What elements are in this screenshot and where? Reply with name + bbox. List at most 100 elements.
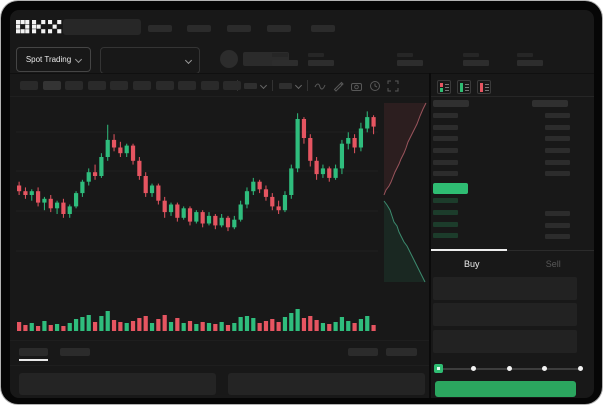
fullscreen-icon[interactable] [387, 80, 399, 92]
tab-sell[interactable]: Sell [545, 259, 561, 269]
candle-body [105, 139, 110, 157]
chevron-down-icon [75, 55, 83, 64]
candle-body [219, 217, 224, 226]
volume-bar [251, 318, 256, 331]
candle-body [238, 204, 243, 220]
slider-stop-dot[interactable] [471, 366, 476, 371]
nav-item-placeholder[interactable] [227, 25, 251, 32]
volume-bar [333, 322, 338, 331]
stat-label-placeholder [463, 53, 479, 57]
timeframe-button[interactable] [178, 81, 197, 90]
orderbook-ask-price[interactable] [433, 148, 458, 153]
toolbar-divider [272, 80, 273, 91]
bottom-divider [10, 340, 430, 341]
nav-item-placeholder[interactable] [148, 25, 172, 32]
bottom-action-placeholder[interactable] [386, 348, 417, 356]
orderbook-ask-amount [545, 113, 570, 118]
bottom-action-placeholder[interactable] [348, 348, 378, 356]
volume-bar [358, 319, 364, 331]
slider-stop-dot[interactable] [506, 366, 512, 371]
draw-pencil-icon[interactable] [332, 80, 344, 92]
pair-selector-dropdown[interactable] [100, 47, 200, 74]
amount-slider[interactable] [434, 362, 584, 376]
volume-bar [213, 324, 218, 331]
candle-body [80, 181, 85, 194]
orderbook-divider [431, 96, 594, 97]
orderbook-ask-price[interactable] [433, 113, 458, 118]
volume-bar [73, 319, 79, 331]
orderbook-ask-price[interactable] [433, 171, 458, 176]
stat-value-placeholder [272, 60, 298, 66]
book-combined-icon[interactable] [437, 80, 451, 94]
panel-vertical-divider [429, 73, 431, 398]
overlay-dropdown[interactable] [279, 81, 303, 90]
slider-handle[interactable] [434, 364, 443, 373]
indicator-dropdown[interactable] [244, 81, 268, 90]
nav-item-placeholder[interactable] [311, 25, 335, 32]
slider-stop-dot[interactable] [577, 366, 583, 371]
bottom-tab[interactable] [60, 348, 90, 356]
camera-icon[interactable] [350, 80, 363, 92]
timeframe-button[interactable] [133, 81, 151, 90]
volume-bar [327, 324, 332, 331]
bottom-tab-active[interactable] [19, 348, 48, 356]
depth-chart [383, 102, 427, 283]
nav-item-placeholder[interactable] [267, 25, 291, 32]
chart-tools [237, 79, 399, 92]
orderbook-bid-price[interactable] [433, 198, 458, 203]
candle-body [111, 139, 117, 148]
orderbook-ask-price[interactable] [433, 125, 458, 130]
orderbook-bid-price[interactable] [433, 222, 458, 227]
search-input[interactable] [63, 19, 141, 35]
buy-button[interactable] [435, 381, 576, 397]
volume-bar [48, 325, 53, 331]
trade-input-field[interactable] [433, 303, 577, 326]
candle-body [130, 145, 136, 161]
timeframe-button[interactable] [65, 81, 84, 90]
orderbook-bid-price[interactable] [433, 210, 458, 215]
market-type-selector[interactable]: Spot Trading [16, 47, 91, 72]
timeframe-button[interactable] [42, 81, 61, 90]
coin-icon [220, 50, 238, 68]
timeframe-button[interactable] [155, 81, 174, 90]
history-clock-icon[interactable] [369, 80, 381, 92]
timeframe-button[interactable] [87, 81, 106, 90]
orderbook-ask-price[interactable] [433, 160, 458, 165]
orderbook-ask-amount [545, 171, 570, 176]
orderbook-bid-amount [545, 211, 570, 216]
candle-body [54, 202, 60, 209]
timeframe-button[interactable] [110, 81, 129, 90]
candle-body [358, 128, 364, 148]
trade-input-field[interactable] [433, 330, 577, 353]
stat-value-placeholder [463, 60, 489, 66]
orderbook-header-amount [532, 100, 568, 107]
trade-tabs-divider [431, 250, 594, 251]
volume-bar [194, 324, 199, 331]
line-tool-icon[interactable] [314, 80, 326, 92]
volume-bar [320, 323, 326, 331]
volume-bar [289, 313, 294, 331]
volume-bar [23, 325, 28, 331]
candle-body [29, 191, 34, 195]
volume-bar [149, 323, 155, 331]
orderbook-bid-price[interactable] [433, 233, 458, 238]
timeframe-button[interactable] [223, 81, 242, 90]
candle-body [73, 193, 79, 207]
trade-input-field[interactable] [433, 277, 577, 300]
bottom-tabs-divider [10, 365, 430, 366]
chevron-down-icon [184, 56, 193, 65]
slider-stop-dot[interactable] [542, 366, 547, 371]
candle-body [244, 191, 250, 205]
nav-item-placeholder[interactable] [187, 25, 211, 32]
timeframe-button[interactable] [200, 81, 219, 90]
tab-buy[interactable]: Buy [463, 259, 480, 269]
candle-body [86, 172, 91, 182]
volume-bar [156, 319, 161, 331]
orderbook-last-price[interactable] [433, 183, 468, 194]
timeframe-button[interactable] [20, 81, 38, 90]
book-bids-icon[interactable] [457, 80, 471, 94]
candle-body [17, 185, 22, 192]
orderbook-ask-price[interactable] [433, 136, 458, 141]
book-asks-icon[interactable] [477, 80, 491, 94]
volume-bar [238, 317, 243, 331]
